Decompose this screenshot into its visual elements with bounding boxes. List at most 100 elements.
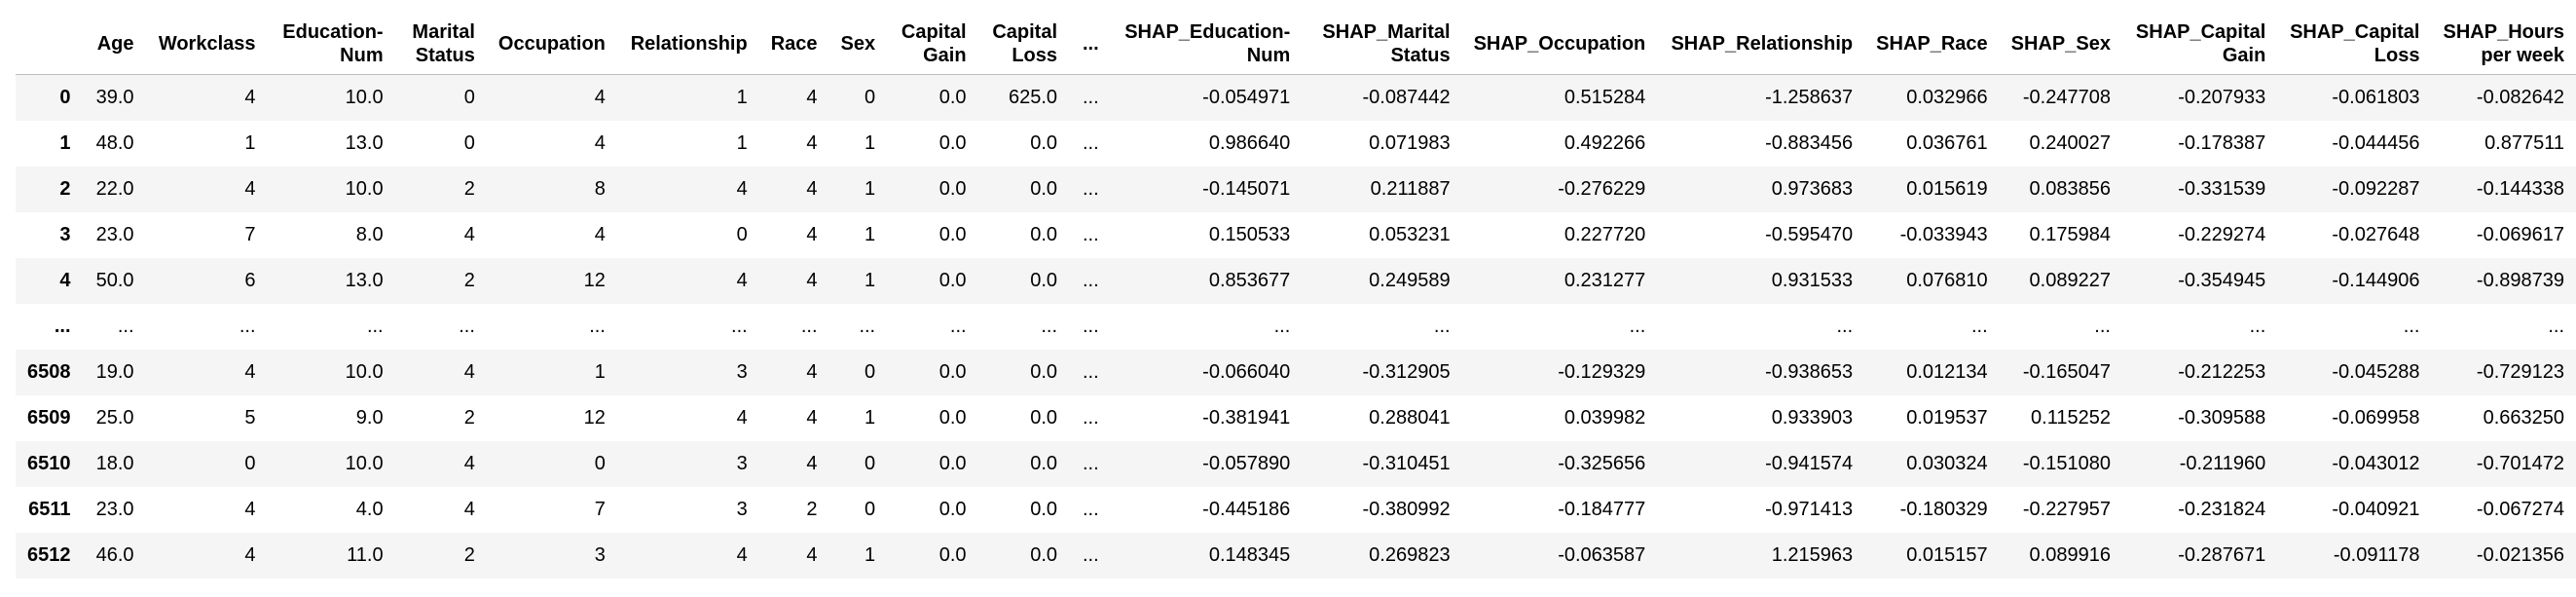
table-cell: 0.0 [1030,498,1058,520]
table-cell: -0.184777 [1558,498,1646,520]
table-cell: 0.0 [1030,177,1058,200]
column-header-line: SHAP_Race [1876,33,1988,55]
table-cell: -0.971413 [1765,498,1854,520]
table-cell: 0.0 [938,86,967,108]
table-row: 2 22.0 4 10.0 2 8 4 4 1 0.0 0.0... -0.145071 0.21188… [16,166,2576,212]
table-cell: ... [731,315,748,337]
table-cell: 0 [864,360,876,383]
table-cell: -0.045288 [2332,360,2420,383]
column-header-line: Loss [2374,45,2420,66]
table-cell: 0.973683 [1771,177,1854,200]
table-cell: 4 [736,406,748,429]
row-index: 0 [59,86,71,108]
table-cell: -0.145071 [1202,177,1291,200]
table-cell: 4 [594,86,606,108]
table-cell: 0 [864,452,876,474]
table-cell: -0.069958 [2332,406,2420,429]
table-cell: -0.595470 [1765,223,1854,245]
table-cell: -0.178387 [2178,131,2266,154]
table-cell: 4 [594,223,606,245]
table-cell: ... [1629,315,1646,337]
table-cell: ... [1082,223,1099,245]
table-cell: -0.207933 [2178,86,2266,108]
column-header-line: SHAP_Occupation [1473,33,1646,55]
column-header-line: Marital [412,21,475,43]
table-cell: -0.043012 [2332,452,2420,474]
table-cell: 0.015157 [1906,543,1988,566]
table-cell: 4 [736,543,748,566]
table-cell: 0.019537 [1906,406,1988,429]
table-cell: 2 [463,177,475,200]
column-header-capital-loss: Capital Loss [977,14,1070,75]
table-cell: -0.941574 [1765,452,1854,474]
table-cell: 1 [864,223,876,245]
table-cell: -0.445186 [1202,498,1291,520]
table-cell: -0.091178 [2333,543,2420,566]
table-cell: 10.0 [345,452,384,474]
table-body: 0 39.0 4 10.0 0 4 1 4 0 0.0 625.0... -0.054971 -0.08… [16,74,2576,578]
column-header-shap-sex: SHAP_Sex [1999,14,2122,75]
table-cell: 0.877511 [2484,131,2564,154]
table-row: 0 39.0 4 10.0 0 4 1 4 0 0.0 625.0... -0.054971 -0.08… [16,74,2576,121]
table-cell: 0.0 [938,452,967,474]
table-cell: 0.0 [1030,269,1058,291]
table-cell: 0.249589 [1369,269,1451,291]
row-index: 6510 [27,452,71,474]
table-cell: 3 [736,360,748,383]
table-cell: ... [1433,315,1451,337]
table-cell: 4 [806,360,818,383]
table-cell: -0.144906 [2332,269,2420,291]
table-cell: 0.030324 [1906,452,1988,474]
table-cell: -0.151080 [2022,452,2111,474]
column-header-relationship: Relationship [616,14,759,75]
table-cell: 0.0 [1030,406,1058,429]
table-cell: 7 [244,223,256,245]
table-cell: 0.071983 [1369,131,1451,154]
table-cell: -0.287671 [2178,543,2266,566]
table-cell: 0 [736,223,748,245]
table-cell: 11.0 [347,543,384,566]
column-header-line: Gain [923,45,967,66]
table-cell: 8 [594,177,606,200]
table-cell: 0.015619 [1906,177,1988,200]
table-cell: 4 [736,269,748,291]
table-cell: -0.021356 [2476,543,2564,566]
table-cell: -0.054971 [1202,86,1291,108]
column-header-line: Age [96,33,134,55]
table-cell: 22.0 [95,177,134,200]
row-index: 6511 [28,498,71,520]
column-header-workclass: Workclass [145,14,268,75]
table-cell: 4 [594,131,606,154]
column-header-line: Num [1246,45,1291,66]
table-cell: 4 [463,498,475,520]
table-cell: 1 [864,543,876,566]
table-cell: ... [2548,315,2564,337]
row-index: 1 [59,131,71,154]
table-cell: 1 [864,406,876,429]
table-cell: 0.0 [1030,223,1058,245]
table-cell: ... [1836,315,1854,337]
table-cell: 4 [463,452,475,474]
table-cell: -0.312905 [1362,360,1451,383]
table-cell: 0.0 [1030,131,1058,154]
table-cell: ... [1082,131,1099,154]
table-cell: 25.0 [95,406,134,429]
table-cell: 0.0 [1030,543,1058,566]
column-header-line: Status [1390,45,1451,66]
table-cell: 0.0 [938,360,967,383]
table-cell: 2 [806,498,818,520]
table-cell: 4 [806,543,818,566]
table-cell: 0 [244,452,256,474]
column-header-line: Capital [901,21,967,43]
table-cell: -0.701472 [2476,452,2564,474]
table-cell: ... [239,315,256,337]
table-cell: -0.069617 [2476,223,2564,245]
index-header [16,14,83,75]
column-header-line: Race [770,33,818,55]
table-cell: 1 [864,177,876,200]
table-cell: -0.066040 [1202,360,1291,383]
table-cell: 0.0 [1030,452,1058,474]
table-cell: 10.0 [345,360,384,383]
table-cell: -0.063587 [1558,543,1646,566]
table-cell: -0.129329 [1558,360,1646,383]
